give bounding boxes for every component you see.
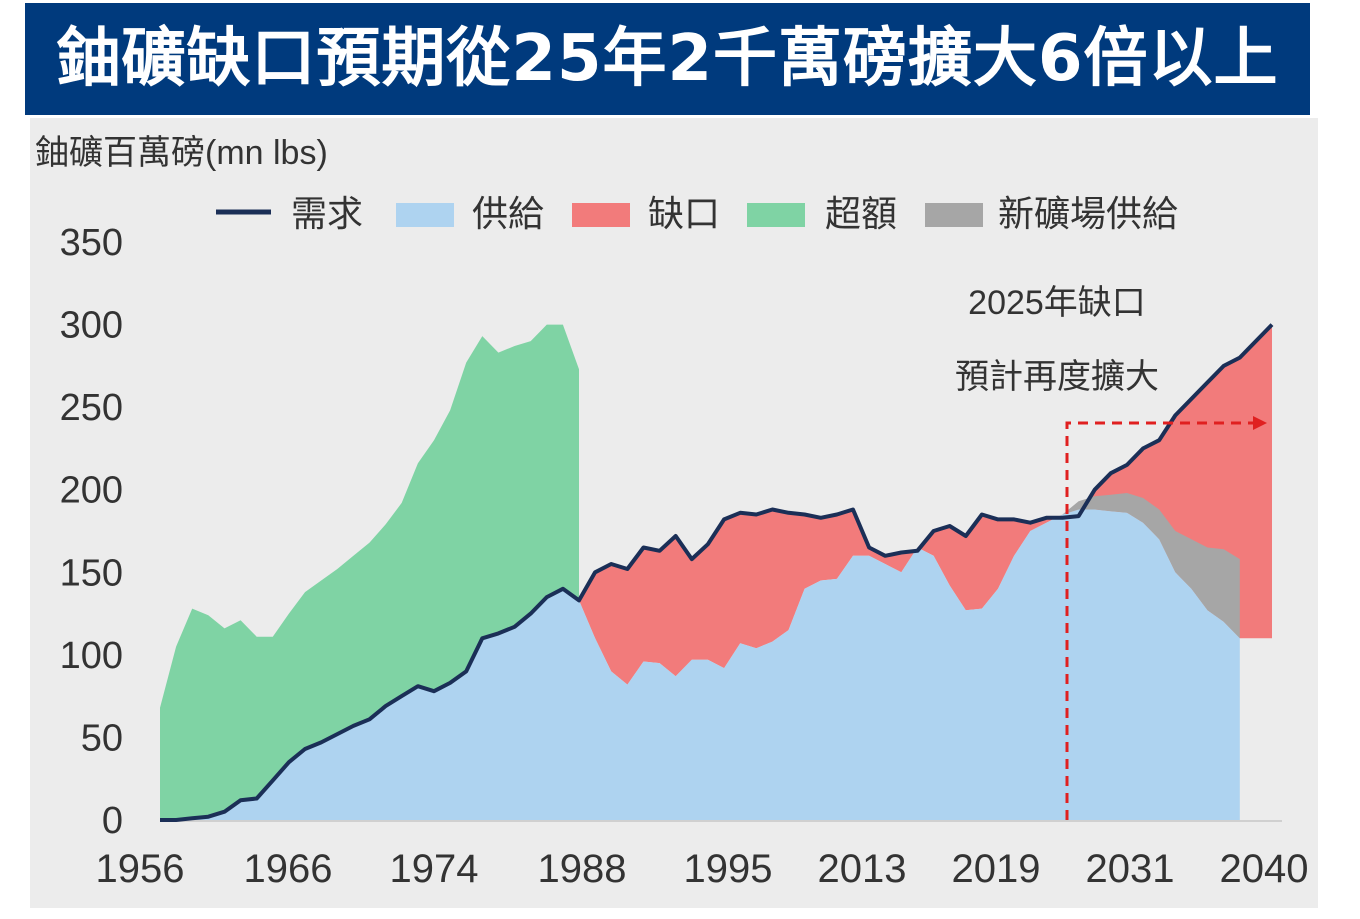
x-tick-label: 1956 — [96, 847, 185, 891]
y-tick-label: 350 — [60, 222, 123, 264]
legend-surplus-swatch — [747, 203, 805, 227]
supply-area — [160, 509, 1240, 820]
legend-demand-label: 需求 — [291, 193, 363, 234]
x-tick-label: 1974 — [390, 847, 479, 891]
legend-new-mine-label: 新礦場供給 — [998, 193, 1178, 234]
annotation-line2: 預計再度擴大 — [955, 358, 1159, 396]
y-tick-label: 300 — [60, 305, 123, 347]
title-banner: 鈾礦缺口預期從25年2千萬磅擴大6倍以上 — [25, 3, 1310, 115]
chart-panel: 鈾礦百萬磅(mn lbs) 需求 供給 缺口 超額 新礦場供給 0 50 100 15… — [30, 118, 1318, 908]
new-mine-supply-area — [1062, 493, 1240, 639]
y-axis: 0 50 100 150 200 250 300 350 — [60, 222, 1282, 842]
legend-surplus-label: 超額 — [825, 193, 897, 234]
x-axis: 1956 1966 1974 1988 1995 2013 2019 2031 2040 — [96, 847, 1309, 891]
legend-supply-label: 供給 — [472, 193, 544, 234]
x-tick-label: 2031 — [1086, 847, 1175, 891]
annotation-dashed-arrow — [1065, 421, 1255, 820]
x-tick-label: 2040 — [1220, 847, 1309, 891]
x-tick-label: 1966 — [244, 847, 333, 891]
y-tick-label: 250 — [60, 387, 123, 429]
annotation-arrowhead — [1253, 416, 1267, 430]
y-tick-label: 0 — [102, 800, 123, 842]
x-tick-label: 1995 — [684, 847, 773, 891]
surplus-area — [160, 324, 579, 820]
legend-new-mine-swatch — [925, 203, 983, 227]
plot-areas — [160, 323, 1274, 822]
area-chart: 鈾礦百萬磅(mn lbs) 需求 供給 缺口 超額 新礦場供給 0 50 100 15… — [35, 134, 1309, 891]
demand-line — [160, 323, 1274, 822]
x-tick-label: 2013 — [818, 847, 907, 891]
legend-supply-swatch — [396, 203, 454, 227]
gap-area — [160, 324, 1272, 820]
legend-gap-swatch — [572, 203, 630, 227]
y-tick-label: 100 — [60, 635, 123, 677]
y-tick-label: 50 — [81, 717, 123, 759]
y-axis-label: 鈾礦百萬磅(mn lbs) — [35, 134, 328, 172]
annotation-line1: 2025年缺口 — [968, 284, 1146, 322]
legend-gap-label: 缺口 — [648, 193, 720, 234]
y-tick-label: 200 — [60, 470, 123, 512]
chart-title: 鈾礦缺口預期從25年2千萬磅擴大6倍以上 — [56, 22, 1279, 96]
legend: 需求 供給 缺口 超額 新礦場供給 — [216, 193, 1178, 234]
y-tick-label: 150 — [60, 552, 123, 594]
x-tick-label: 2019 — [952, 847, 1041, 891]
x-tick-label: 1988 — [538, 847, 627, 891]
